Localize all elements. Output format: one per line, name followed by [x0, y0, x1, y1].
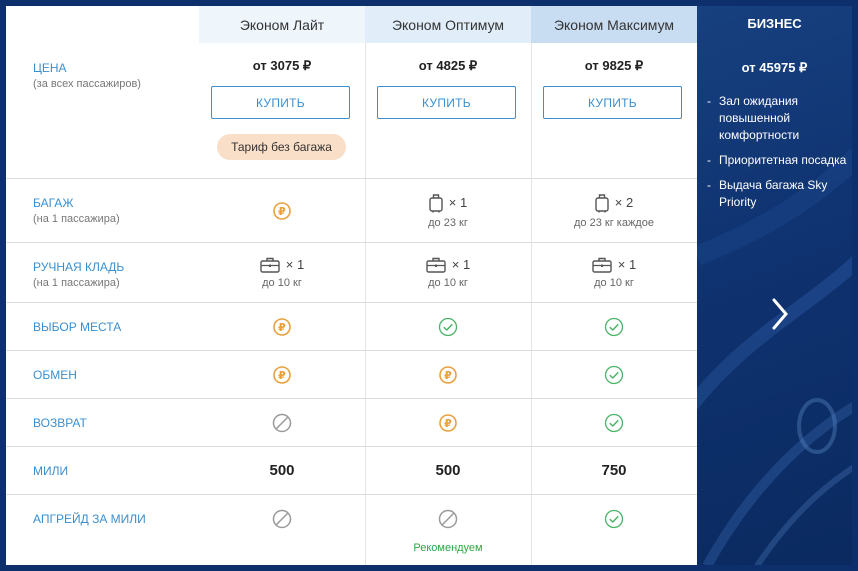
business-feature-item: Зал ожидания повышенной комфортности	[707, 93, 847, 144]
row-divider	[6, 302, 697, 303]
briefcase-icon	[426, 257, 446, 273]
row-divider	[6, 350, 697, 351]
column-header-lite: Эконом Лайт	[199, 6, 365, 43]
ruble-icon: ₽	[439, 365, 457, 384]
recommended-label: Рекомендуем	[413, 542, 483, 554]
miles-maximum: 750	[601, 462, 627, 479]
business-feature-item: Выдача багажа Sky Priority	[707, 177, 847, 211]
hand-luggage-sublabel: (на 1 пассажира)	[33, 277, 120, 289]
hand-luggage-count: × 1	[617, 257, 637, 272]
buy-button-lite[interactable]: КУПИТЬ	[211, 86, 350, 119]
seat-cell-optimum	[365, 303, 531, 350]
row-label-hand-luggage: РУЧНАЯ КЛАДЬ (на 1 пассажира)	[33, 259, 124, 291]
column-divider	[531, 43, 532, 565]
miles-optimum: 500	[435, 462, 461, 479]
hand-luggage-cell-optimum: × 1 до 10 кг	[365, 243, 531, 302]
business-feature-item: Приоритетная посадка	[707, 152, 847, 169]
forbidden-icon	[272, 413, 292, 432]
seat-background-decoration	[697, 148, 852, 565]
miles-lite: 500	[269, 462, 295, 479]
hand-luggage-weight: до 10 кг	[428, 276, 468, 289]
baggage-cell-optimum: × 1 до 23 кг	[365, 179, 531, 242]
exchange-cell-lite: ₽	[199, 351, 365, 398]
row-label-upgrade: АПГРЕЙД ЗА МИЛИ	[33, 512, 146, 526]
svg-text:₽: ₽	[444, 417, 452, 430]
column-header-optimum: Эконом Оптимум	[365, 6, 531, 43]
exchange-cell-maximum	[531, 351, 697, 398]
briefcase-icon	[260, 257, 280, 273]
svg-text:₽: ₽	[278, 321, 286, 334]
baggage-weight: до 23 кг	[428, 216, 468, 229]
business-panel[interactable]: БИЗНЕС от 45975 ₽ Зал ожидания повышенно…	[697, 6, 852, 565]
check-icon	[604, 413, 624, 432]
baggage-cell-maximum: × 2 до 23 кг каждое	[531, 179, 697, 242]
tariff-table: Эконом Лайт Эконом Оптимум Эконом Максим…	[6, 6, 697, 565]
row-label-refund: ВОЗВРАТ	[33, 416, 87, 430]
row-divider	[6, 494, 697, 495]
upgrade-cell-optimum	[365, 495, 531, 542]
row-divider	[6, 398, 697, 399]
no-baggage-badge: Тариф без багажа	[217, 134, 346, 160]
row-label-baggage: БАГАЖ (на 1 пассажира)	[33, 195, 120, 227]
check-icon	[604, 509, 624, 528]
row-label-price: ЦЕНА (за всех пассажиров)	[33, 60, 141, 92]
row-divider	[6, 446, 697, 447]
svg-text:₽: ₽	[278, 205, 286, 218]
price-label: ЦЕНА	[33, 61, 67, 75]
row-divider	[6, 242, 697, 243]
hand-luggage-cell-lite: × 1 до 10 кг	[199, 243, 365, 302]
refund-cell-maximum	[531, 399, 697, 446]
refund-cell-optimum: ₽	[365, 399, 531, 446]
seat-cell-lite: ₽	[199, 303, 365, 350]
hand-luggage-weight: до 10 кг	[594, 276, 634, 289]
baggage-cell-lite: ₽	[199, 179, 365, 242]
baggage-count: × 2	[614, 195, 634, 210]
business-features: Зал ожидания повышенной комфортности При…	[707, 93, 847, 219]
row-label-exchange: ОБМЕН	[33, 368, 77, 382]
business-price: от 45975 ₽	[741, 60, 808, 75]
price-lite: от 3075 ₽	[252, 58, 312, 73]
row-label-miles: МИЛИ	[33, 464, 69, 478]
exchange-cell-optimum: ₽	[365, 351, 531, 398]
price-optimum: от 4825 ₽	[418, 58, 478, 73]
business-title: БИЗНЕС	[747, 16, 802, 31]
suitcase-icon	[429, 193, 443, 212]
upgrade-cell-maximum	[531, 495, 697, 542]
baggage-sublabel: (на 1 пассажира)	[33, 213, 120, 225]
svg-text:₽: ₽	[444, 369, 452, 382]
column-divider	[365, 43, 366, 565]
baggage-weight: до 23 кг каждое	[574, 216, 654, 229]
row-divider	[6, 178, 697, 179]
price-maximum: от 9825 ₽	[584, 58, 644, 73]
price-sublabel: (за всех пассажиров)	[33, 78, 141, 90]
row-label-seat: ВЫБОР МЕСТА	[33, 320, 122, 334]
check-icon	[438, 317, 458, 336]
suitcase-icon	[595, 193, 609, 212]
check-icon	[604, 317, 624, 336]
briefcase-icon	[592, 257, 612, 273]
ruble-icon: ₽	[273, 317, 291, 336]
forbidden-icon	[272, 509, 292, 528]
ruble-icon: ₽	[439, 413, 457, 432]
seat-cell-maximum	[531, 303, 697, 350]
baggage-label: БАГАЖ	[33, 196, 74, 210]
column-header-maximum: Эконом Максимум	[531, 6, 697, 43]
ruble-icon: ₽	[273, 201, 291, 220]
check-icon	[604, 365, 624, 384]
hand-luggage-label: РУЧНАЯ КЛАДЬ	[33, 260, 125, 274]
buy-button-optimum[interactable]: КУПИТЬ	[377, 86, 516, 119]
hand-luggage-count: × 1	[451, 257, 471, 272]
chevron-right-icon[interactable]	[770, 296, 790, 332]
svg-text:₽: ₽	[278, 369, 286, 382]
hand-luggage-weight: до 10 кг	[262, 276, 302, 289]
hand-luggage-count: × 1	[285, 257, 305, 272]
baggage-count: × 1	[448, 195, 468, 210]
upgrade-cell-lite	[199, 495, 365, 542]
buy-button-maximum[interactable]: КУПИТЬ	[543, 86, 682, 119]
refund-cell-lite	[199, 399, 365, 446]
forbidden-icon	[438, 509, 458, 528]
ruble-icon: ₽	[273, 365, 291, 384]
hand-luggage-cell-maximum: × 1 до 10 кг	[531, 243, 697, 302]
